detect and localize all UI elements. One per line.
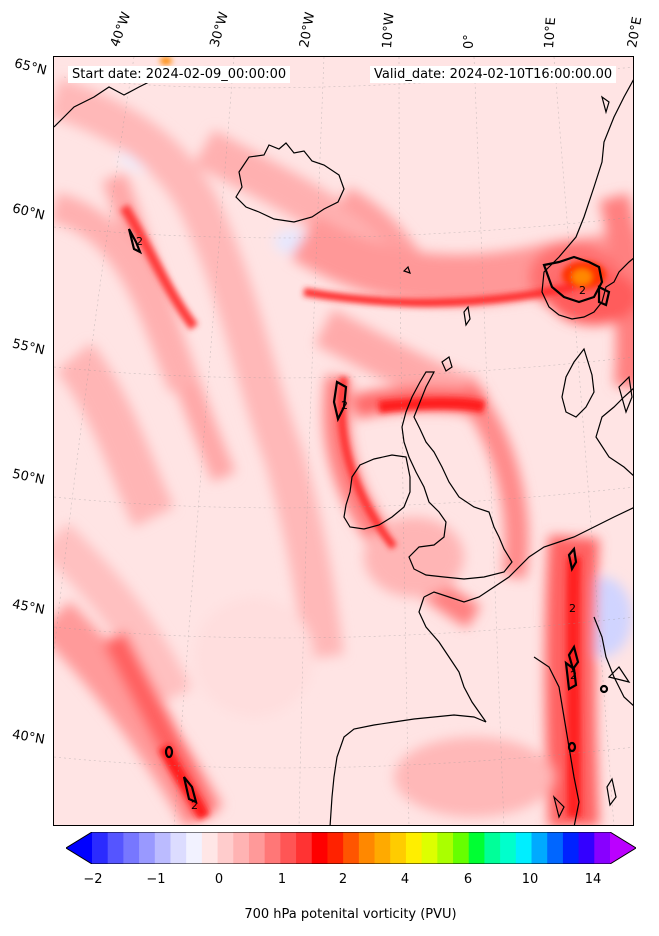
contour-label: 2 bbox=[191, 799, 198, 812]
colorbar-segment bbox=[139, 832, 156, 864]
colorbar-tick: 0 bbox=[214, 872, 224, 887]
valid-date-label: Valid_date: 2024-02-10T16:00:00.00 bbox=[370, 66, 617, 83]
great-britain-coast bbox=[401, 371, 513, 580]
colorbar-tick: 10 bbox=[521, 872, 539, 887]
colorbar-tick: 2 bbox=[338, 872, 348, 887]
pv-field-map: 2 2 2 2 2 2 bbox=[54, 57, 633, 825]
coastlines bbox=[54, 79, 633, 825]
colorbar-label: 700 hPa potenital vorticity (PVU) bbox=[244, 907, 457, 922]
lat-label-45n: 45°N bbox=[10, 597, 46, 618]
colorbar-segment bbox=[201, 832, 219, 864]
denmark-coast bbox=[561, 347, 595, 418]
lat-label-50n: 50°N bbox=[10, 466, 46, 489]
colorbar-segment bbox=[421, 832, 438, 864]
colorbar-segment bbox=[248, 832, 266, 864]
colorbar-tick: 1 bbox=[277, 872, 287, 887]
lon-label-20w: 20°W bbox=[297, 11, 319, 50]
colorbar-segment bbox=[107, 832, 124, 864]
colorbar-segment bbox=[280, 832, 297, 864]
lon-label-30w: 30°W bbox=[207, 10, 232, 50]
colorbar-segment bbox=[484, 832, 501, 864]
colorbar-segment bbox=[186, 832, 203, 864]
map-panel[interactable]: 2 2 2 2 2 2 bbox=[53, 56, 634, 826]
ireland-coast bbox=[343, 454, 411, 530]
colorbar-tick: −2 bbox=[83, 872, 103, 887]
colorbar-segment bbox=[233, 832, 250, 864]
contour-labels: 2 2 2 2 2 2 bbox=[136, 235, 586, 812]
contour-label: 2 bbox=[569, 602, 576, 615]
lat-label-55n: 55°N bbox=[10, 336, 47, 359]
colorbar-segment bbox=[437, 832, 454, 864]
colorbar-tick: 14 bbox=[584, 872, 602, 887]
norway-coast bbox=[541, 79, 633, 320]
contour-label: 2 bbox=[136, 235, 143, 248]
colorbar-tick: 6 bbox=[463, 872, 473, 887]
colorbar-segment bbox=[578, 832, 595, 864]
colorbar-tick: −1 bbox=[146, 872, 166, 887]
colorbar-segment bbox=[264, 832, 281, 864]
colorbar-segment bbox=[154, 832, 171, 864]
colorbar-segment bbox=[390, 832, 407, 864]
iberia-coast bbox=[329, 714, 487, 825]
pv2-contours bbox=[127, 228, 611, 804]
colorbar-segment bbox=[217, 832, 234, 864]
contour-label: 2 bbox=[341, 399, 348, 412]
colorbar-extend-min bbox=[66, 832, 92, 864]
contour-label: 2 bbox=[570, 669, 577, 682]
colorbar-segment bbox=[562, 832, 580, 864]
start-date-label: Start date: 2024-02-09_00:00:00 bbox=[68, 66, 291, 83]
iceland-coast bbox=[235, 142, 345, 223]
lon-label-40w: 40°W bbox=[107, 10, 135, 49]
colorbar-segment bbox=[123, 832, 140, 864]
colorbar-segment bbox=[531, 832, 548, 864]
lat-label-60n: 60°N bbox=[10, 201, 47, 224]
colorbar-segment bbox=[327, 832, 344, 864]
colorbar-tick: 4 bbox=[400, 872, 410, 887]
colorbar-segment bbox=[594, 832, 611, 864]
colorbar-segment bbox=[92, 832, 109, 864]
lon-label-20e: 20°E bbox=[625, 15, 646, 49]
lon-label-10w: 10°W bbox=[380, 12, 398, 49]
colorbar-segment bbox=[374, 832, 391, 864]
colorbar-segment bbox=[343, 832, 360, 864]
contour-label: 2 bbox=[579, 284, 586, 297]
colorbar-segment bbox=[358, 832, 376, 864]
colorbar-segment bbox=[170, 832, 187, 864]
colorbar-extend-max bbox=[610, 832, 636, 864]
colorbar-segment bbox=[453, 832, 470, 864]
colorbar bbox=[66, 832, 636, 864]
lon-label-0: 0° bbox=[462, 34, 477, 49]
colorbar-segment bbox=[515, 832, 533, 864]
colorbar-segment bbox=[296, 832, 313, 864]
colorbar-segment bbox=[311, 832, 328, 864]
colorbar-segment bbox=[405, 832, 423, 864]
lat-label-40n: 40°N bbox=[10, 727, 46, 748]
france-coast bbox=[423, 507, 633, 603]
colorbar-segment bbox=[500, 832, 517, 864]
lat-label-65n: 65°N bbox=[12, 56, 49, 79]
colorbar-segment bbox=[547, 832, 564, 864]
lon-label-10e: 10°E bbox=[542, 16, 560, 49]
colorbar-segment bbox=[468, 832, 485, 864]
